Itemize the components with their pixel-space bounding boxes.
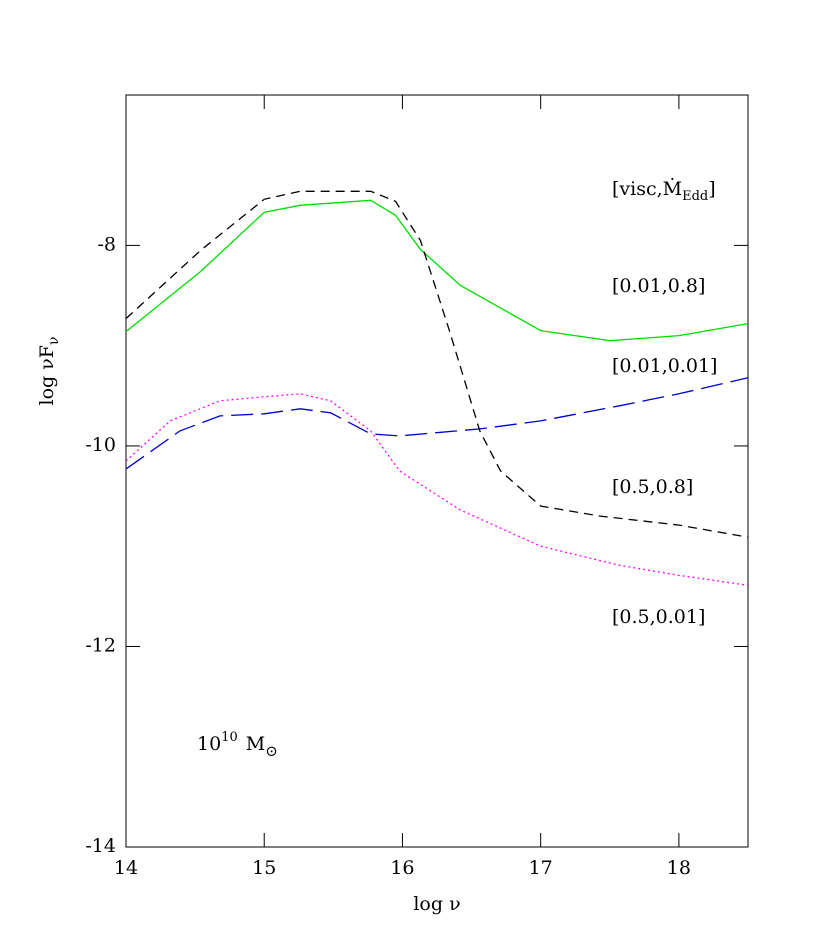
legend-title-sub: Edd	[682, 189, 708, 204]
legend-title-end: ]	[708, 178, 715, 200]
legend-title: [visc,ṀEdd]	[612, 177, 716, 204]
annotation-sub: ⊙	[265, 742, 278, 760]
y-axis-label-main: log νF	[36, 345, 58, 405]
y-tick-label: -14	[85, 835, 116, 857]
y-tick-label: -12	[85, 634, 116, 656]
series-line	[125, 190, 749, 538]
x-tick-label: 17	[529, 857, 553, 879]
x-tick-label: 18	[667, 857, 691, 879]
y-axis-label: log νFν	[36, 337, 62, 406]
y-tick-label: -10	[85, 434, 116, 456]
x-tick-label: 15	[252, 857, 276, 879]
annotation-symbol: M	[246, 733, 265, 755]
x-axis-label: log ν	[413, 893, 460, 915]
x-tick-label: 16	[390, 857, 414, 879]
annotation-exponent: 10	[221, 730, 238, 745]
series-line	[125, 199, 749, 342]
y-axis-label-sub: ν	[46, 337, 62, 346]
annotation: 1010 M⊙	[197, 730, 278, 761]
legend-title-main: [visc,Ṁ	[612, 177, 682, 200]
legend-label: [0.01,0.8]	[612, 275, 705, 297]
x-tick-label: 14	[114, 857, 138, 879]
legend-label: [0.5,0.01]	[612, 606, 705, 628]
plot-frame	[125, 94, 749, 848]
legend-label: [0.5,0.8]	[612, 476, 693, 498]
y-tick-label: -8	[97, 233, 116, 255]
series-line	[125, 377, 749, 470]
legend-label: [0.01,0.01]	[612, 355, 717, 377]
annotation-base: 10	[197, 733, 221, 755]
series-line	[125, 393, 749, 586]
